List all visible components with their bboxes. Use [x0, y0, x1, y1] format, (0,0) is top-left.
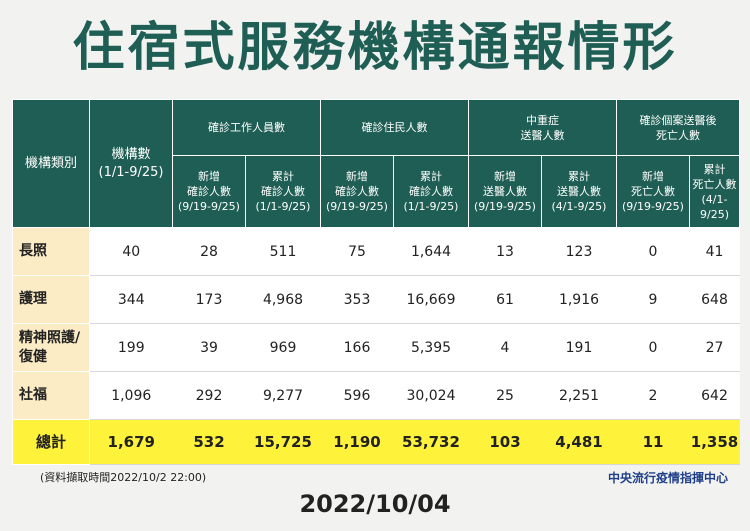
header-staff-total: 累計 確診人數 (1/1-9/25): [245, 155, 321, 228]
header-category: 機構類別: [12, 99, 90, 228]
header-death-new: 新增 死亡人數 (9/19-9/25): [616, 155, 690, 228]
table-cell: 0: [616, 323, 690, 372]
page-title: 住宿式服務機構通報情形: [72, 18, 678, 78]
table-cell: 4: [468, 323, 542, 372]
table-cell: 5,395: [393, 323, 469, 372]
table-cell: 39: [172, 323, 246, 372]
table-cell: 2,251: [541, 371, 617, 420]
table-cell: 1,190: [320, 419, 394, 465]
table-cell: 11: [616, 419, 690, 465]
row-category: 總計: [12, 419, 90, 465]
header-staff-new: 新增 確診人數 (9/19-9/25): [172, 155, 246, 228]
table-cell: 1,358: [689, 419, 740, 465]
table-cell: 353: [320, 275, 394, 324]
table-cell: 9,277: [245, 371, 321, 420]
table-row: 精神照護/ 復健 199 39 969 166 5,395 4 191 0 27: [12, 323, 740, 372]
table-cell: 4,481: [541, 419, 617, 465]
table-cell: 511: [245, 227, 321, 276]
table-cell: 1,644: [393, 227, 469, 276]
agency-name: 中央流行疫情指揮中心: [607, 471, 728, 485]
table-cell: 61: [468, 275, 542, 324]
table-cell: 75: [320, 227, 394, 276]
row-category: 長照: [12, 227, 90, 276]
header-severe-total: 累計 送醫人數 (4/1-9/25): [541, 155, 617, 228]
report-date: 2022/10/04: [299, 490, 451, 518]
data-capture-note: (資料擷取時間2022/10/2 22:00): [40, 471, 207, 484]
row-category: 社福: [12, 371, 90, 420]
table-row: 社福 1,096 292 9,277 596 30,024 25 2,251 2 642: [12, 371, 740, 420]
row-category: 精神照護/ 復健: [12, 323, 90, 372]
table-cell: 0: [616, 227, 690, 276]
header-death-total: 累計 死亡人數 (4/1-9/25): [689, 155, 740, 228]
table-cell: 16,669: [393, 275, 469, 324]
table-cell: 27: [689, 323, 740, 372]
table-cell: 166: [320, 323, 394, 372]
header-resident-group: 確診住民人數: [320, 99, 469, 156]
table-cell: 199: [89, 323, 173, 372]
table-cell: 2: [616, 371, 690, 420]
table-cell: 15,725: [245, 419, 321, 465]
table-cell: 532: [172, 419, 246, 465]
header-staff-group: 確診工作人員數: [172, 99, 321, 156]
table-cell: 9: [616, 275, 690, 324]
table-row: 長照 40 28 511 75 1,644 13 123 0 41: [12, 227, 740, 276]
table-cell: 1,916: [541, 275, 617, 324]
table-cell: 4,968: [245, 275, 321, 324]
table-cell: 53,732: [393, 419, 469, 465]
table-cell: 1,096: [89, 371, 173, 420]
table-cell: 596: [320, 371, 394, 420]
table-cell: 123: [541, 227, 617, 276]
table-cell: 191: [541, 323, 617, 372]
table-cell: 40: [89, 227, 173, 276]
table-cell: 173: [172, 275, 246, 324]
header-severe-group: 中重症 送醫人數: [468, 99, 617, 156]
header-severe-new: 新增 送醫人數 (9/19-9/25): [468, 155, 542, 228]
table-cell: 25: [468, 371, 542, 420]
table-cell: 344: [89, 275, 173, 324]
table-row: 護理 344 173 4,968 353 16,669 61 1,916 9 648: [12, 275, 740, 324]
table-cell: 28: [172, 227, 246, 276]
table-row: 總計 1,679 532 15,725 1,190 53,732 103 4,481 11 1,3…: [12, 419, 740, 465]
table-cell: 13: [468, 227, 542, 276]
header-resident-new: 新增 確診人數 (9/19-9/25): [320, 155, 394, 228]
row-category: 護理: [12, 275, 90, 324]
table-cell: 969: [245, 323, 321, 372]
report-table: 機構類別 機構數 (1/1-9/25) 確診工作人員數 確診住民人數 中重症 送…: [12, 99, 740, 465]
header-resident-total: 累計 確診人數 (1/1-9/25): [393, 155, 469, 228]
table-cell: 642: [689, 371, 740, 420]
table-cell: 1,679: [89, 419, 173, 465]
header-death-group: 確診個案送醫後 死亡人數: [616, 99, 740, 156]
table-cell: 648: [689, 275, 740, 324]
table-cell: 103: [468, 419, 542, 465]
table-cell: 292: [172, 371, 246, 420]
table-cell: 30,024: [393, 371, 469, 420]
table-cell: 41: [689, 227, 740, 276]
header-institution-count: 機構數 (1/1-9/25): [89, 99, 173, 228]
